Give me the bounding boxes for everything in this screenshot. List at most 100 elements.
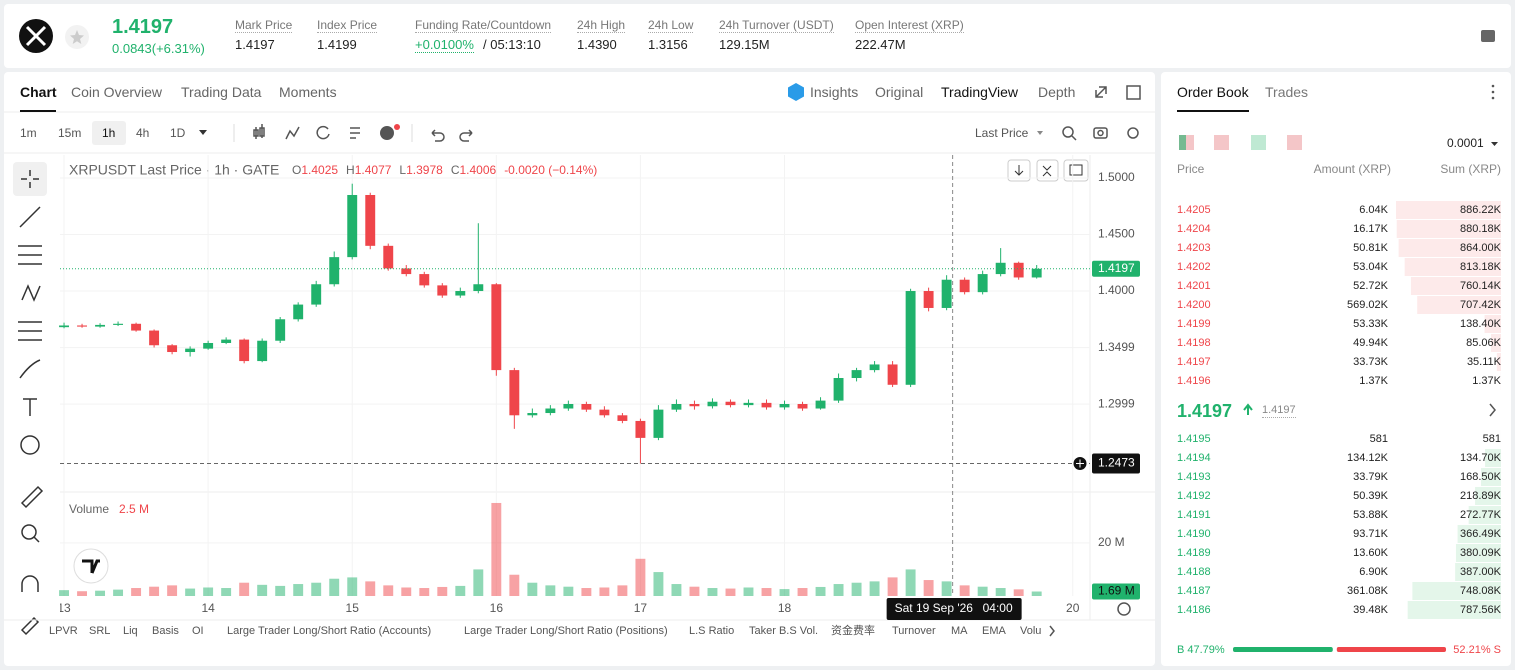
indicator[interactable]: L.S Ratio <box>689 625 735 637</box>
indicator[interactable]: Volu <box>1020 625 1042 637</box>
volume-bar <box>815 586 826 596</box>
depth-bar <box>1455 563 1501 581</box>
candle-body <box>725 401 736 406</box>
tab[interactable]: Chart <box>20 84 57 100</box>
ob-sum: 707.42K <box>1460 299 1501 311</box>
interval[interactable]: 1D <box>170 126 186 140</box>
ob-sum: 134.70K <box>1460 452 1501 464</box>
header-panel <box>4 4 1511 68</box>
volume-bar <box>977 586 988 596</box>
volume-bar <box>1031 591 1042 596</box>
candle-body <box>437 285 448 296</box>
x-tick-label: 17 <box>634 601 648 615</box>
ob-sum: 787.56K <box>1460 604 1501 616</box>
tab[interactable]: Moments <box>279 84 337 100</box>
indicator[interactable]: Turnover <box>892 625 936 637</box>
candle-body <box>635 420 646 438</box>
volume-bar <box>473 569 484 596</box>
ticker-price: 1.4197 <box>112 16 174 38</box>
y-tick-label: 1.4500 <box>1098 227 1135 241</box>
depth-bar <box>1396 220 1501 238</box>
crosshair-price: 1.2473 <box>1098 456 1135 470</box>
candle-body <box>779 403 790 408</box>
candle-body <box>941 279 952 308</box>
candle-body <box>149 330 160 346</box>
candle-body <box>545 408 556 414</box>
indicator[interactable]: Basis <box>152 625 179 637</box>
interval[interactable]: 4h <box>136 126 150 140</box>
indicator[interactable]: MA <box>951 625 968 637</box>
chart-mode[interactable]: Original <box>875 84 924 100</box>
indicator[interactable]: OI <box>192 625 204 637</box>
indicator[interactable]: Large Trader Long/Short Ratio (Positions… <box>464 625 668 637</box>
interval[interactable]: 1m <box>20 126 37 140</box>
indicator[interactable]: 资金费率 <box>831 625 875 637</box>
sell-ratio: 52.21% S <box>1453 644 1501 656</box>
tab[interactable]: Coin Overview <box>71 84 163 100</box>
crosshair-date: Sat 19 Sep '26 <box>895 601 974 615</box>
legend-value: 1.3978 <box>406 163 443 177</box>
mark-price: 1.4197 <box>1262 404 1296 418</box>
legend-value: 1.4077 <box>355 163 392 177</box>
candle-body <box>707 401 718 407</box>
indicator[interactable]: Taker B.S Vol. <box>749 625 819 637</box>
col-header: Sum (XRP) <box>1440 162 1501 176</box>
volume-bar <box>887 577 898 596</box>
volume-bar <box>869 581 880 596</box>
indicator[interactable]: Liq <box>123 625 138 637</box>
crosshair-price-box <box>1092 453 1140 474</box>
volume-bar <box>167 585 178 596</box>
candle-body <box>221 339 232 343</box>
indicator[interactable]: EMA <box>982 625 1006 637</box>
ob-price: 1.4191 <box>1177 509 1211 521</box>
ob-amount: 361.08K <box>1347 585 1388 597</box>
volume-bar <box>851 582 862 596</box>
chart-mode[interactable]: Depth <box>1038 84 1076 100</box>
buy-ratio-bar <box>1233 647 1333 652</box>
candle-body <box>671 403 682 410</box>
chart-panel <box>4 72 1155 666</box>
candle-body <box>293 304 304 320</box>
chart-mode[interactable]: TradingView <box>941 84 1019 100</box>
indicator[interactable]: SRL <box>89 625 111 637</box>
volume-bar <box>293 584 304 596</box>
mid-price: 1.4197 <box>1177 401 1233 421</box>
candle-body <box>239 339 250 362</box>
depth-bar <box>1455 544 1501 562</box>
candle-body <box>473 284 484 292</box>
ob-amount: 1.37K <box>1359 375 1388 387</box>
ob-amount: 50.39K <box>1353 490 1388 502</box>
tab[interactable]: Trading Data <box>181 84 262 100</box>
ob-tab[interactable]: Trades <box>1265 84 1309 100</box>
volume-bar <box>761 588 772 596</box>
crosshair-time: 04:00 <box>983 601 1013 615</box>
candle-body <box>797 403 808 409</box>
precision[interactable]: 0.0001 <box>1447 136 1484 150</box>
interval[interactable]: 1h <box>102 126 116 140</box>
volume-bar <box>671 584 682 596</box>
interval[interactable]: 15m <box>58 126 82 140</box>
stat-label: 24h Turnover (USDT) <box>719 18 834 33</box>
volume-bar <box>725 588 736 596</box>
ob-amount: 53.33K <box>1353 318 1388 330</box>
ob-amount: 581 <box>1369 433 1388 445</box>
candle-body <box>455 291 466 296</box>
ob-tab[interactable]: Order Book <box>1177 84 1249 100</box>
chart-mode[interactable]: Insights <box>810 84 859 100</box>
depth-bar <box>1475 487 1501 505</box>
indicator[interactable]: LPVR <box>49 625 78 637</box>
candle-body <box>401 268 412 275</box>
x-tick-label: 20 <box>1066 601 1080 615</box>
candle-body <box>887 364 898 385</box>
volume-bar <box>635 558 646 596</box>
ob-sum: 864.00K <box>1460 242 1501 254</box>
volume-bar <box>581 588 592 596</box>
price-type[interactable]: Last Price <box>975 126 1029 140</box>
volume-bar <box>779 589 790 596</box>
candle-body <box>851 370 862 379</box>
ob-sum: 880.18K <box>1460 223 1501 235</box>
col-header: Amount (XRP) <box>1313 162 1391 176</box>
indicator[interactable]: Large Trader Long/Short Ratio (Accounts) <box>227 625 432 637</box>
ob-price: 1.4205 <box>1177 204 1211 216</box>
